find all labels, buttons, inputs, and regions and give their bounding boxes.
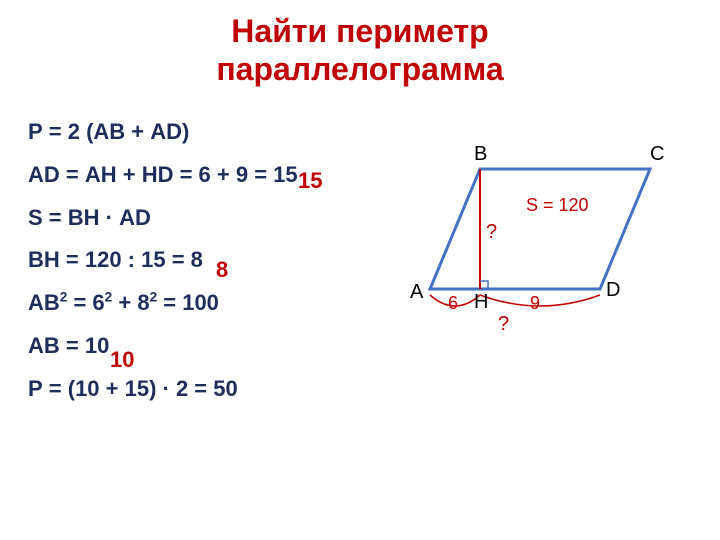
eq4-text: ВН = 120 : 15 = 8 bbox=[28, 247, 203, 272]
eq-row-6: АВ = 10 10 bbox=[28, 325, 298, 368]
eq5-post: = 100 bbox=[157, 290, 219, 315]
label-B: В bbox=[474, 143, 487, 166]
eq5-mid2: + 8 bbox=[112, 290, 149, 315]
q-height: ? bbox=[486, 221, 497, 244]
label-H: Н bbox=[474, 291, 488, 314]
label-D: D bbox=[606, 279, 620, 302]
parallelogram-diagram: В С А D Н S = 120 ? 6 9 ? bbox=[400, 99, 700, 359]
label-A: А bbox=[410, 281, 423, 304]
eq5-mid: = 6 bbox=[67, 290, 104, 315]
title-line1: Найти периметр bbox=[0, 12, 720, 50]
eq-row-2: АD = АН + НD = 6 + 9 = 15 15 bbox=[28, 154, 298, 197]
eq2-text: АD = АН + НD = 6 + 9 = 15 bbox=[28, 162, 298, 187]
eq-row-4: ВН = 120 : 15 = 8 8 bbox=[28, 239, 298, 282]
eq-row-3: S = ВН · АD bbox=[28, 197, 298, 240]
q-base: ? bbox=[498, 313, 509, 336]
equations-block: Р = 2 (АВ + АD) АD = АН + НD = 6 + 9 = 1… bbox=[28, 111, 298, 411]
eq2-overlay: 15 bbox=[298, 160, 322, 203]
title-line2: параллелограмма bbox=[0, 50, 720, 88]
eq5-pre: АВ bbox=[28, 290, 60, 315]
eq6-text: АВ = 10 bbox=[28, 333, 109, 358]
label-C: С bbox=[650, 143, 664, 166]
parallelogram bbox=[430, 169, 650, 289]
diagram-svg bbox=[400, 99, 700, 359]
label-9: 9 bbox=[530, 293, 540, 314]
label-S: S = 120 bbox=[526, 195, 589, 216]
label-6: 6 bbox=[448, 293, 458, 314]
eq-row-5: АВ2 = 62 + 82 = 100 bbox=[28, 282, 298, 325]
eq-row-1: Р = 2 (АВ + АD) bbox=[28, 111, 298, 154]
eq5-sup3: 2 bbox=[150, 290, 158, 305]
eq-row-7: Р = (10 + 15) · 2 = 50 bbox=[28, 368, 298, 411]
